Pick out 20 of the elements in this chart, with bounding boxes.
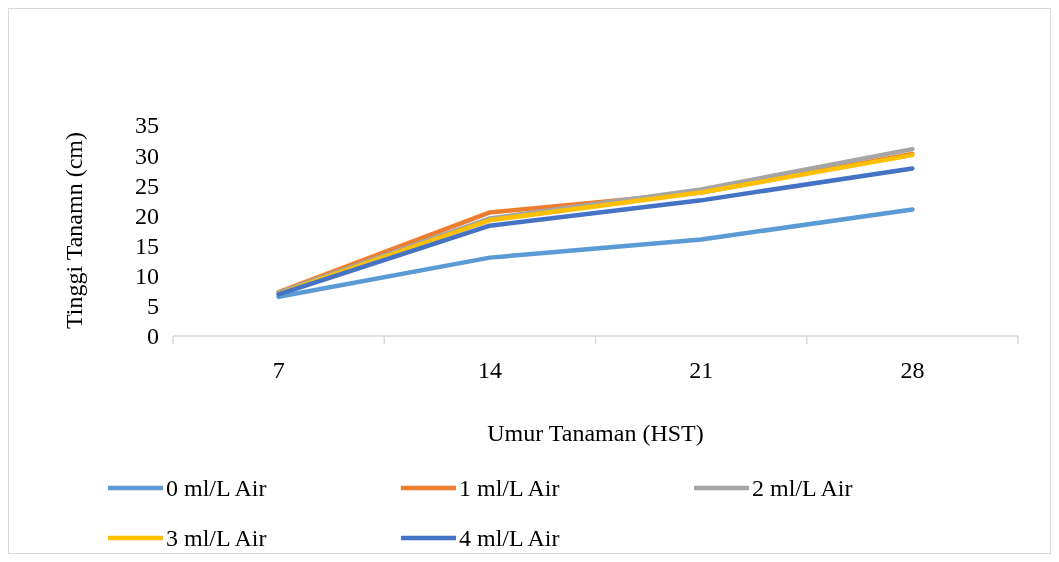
y-axis-title: Tinggi Tanamn (cm) <box>61 132 87 329</box>
legend-label: 2 ml/L Air <box>752 475 853 502</box>
line-series <box>276 207 915 300</box>
y-tick-label: 5 <box>147 293 159 320</box>
legend-label: 0 ml/L Air <box>166 475 267 502</box>
legend-label: 4 ml/L Air <box>459 525 560 552</box>
legend-label: 1 ml/L Air <box>459 475 560 502</box>
legend-label: 3 ml/L Air <box>166 525 267 552</box>
y-tick-label: 0 <box>147 323 159 350</box>
y-tick-label: 20 <box>135 202 159 229</box>
y-tick-label: 30 <box>135 142 159 169</box>
x-tick-label: 14 <box>477 357 502 383</box>
x-tick-label: 28 <box>900 357 925 383</box>
x-tick-label: 7 <box>272 357 285 383</box>
y-tick-label: 15 <box>135 232 159 259</box>
x-axis-title: Umur Tanaman (HST) <box>487 420 704 446</box>
y-tick-label: 25 <box>135 172 159 199</box>
x-tick-label: 21 <box>689 357 714 383</box>
y-tick-label: 35 <box>135 112 159 139</box>
y-tick-label: 10 <box>135 263 159 290</box>
